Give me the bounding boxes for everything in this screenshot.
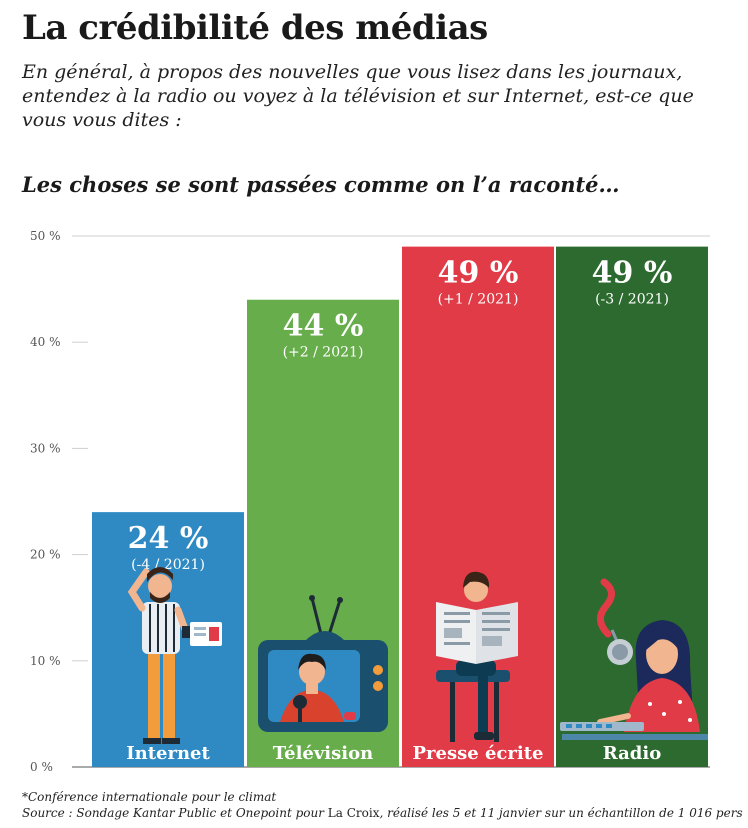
source-note: Source : Sondage Kantar Public et Onepoi… xyxy=(22,806,748,820)
radio-host-icon xyxy=(560,578,708,740)
bar-category-label: Presse écrite xyxy=(413,743,544,764)
y-tick-label: 20 % xyxy=(30,548,61,562)
bar-value-label: 49 % xyxy=(592,256,673,291)
bar-category-label: Internet xyxy=(126,743,210,764)
y-tick-label: 10 % xyxy=(30,654,61,668)
chart-subtitle: En général, à propos des nouvelles que v… xyxy=(22,61,694,131)
y-tick-label: 30 % xyxy=(30,441,61,455)
bar-change-label: (-4 / 2021) xyxy=(131,557,205,573)
newspaper-reader-icon xyxy=(436,571,518,742)
bar-value-label: 49 % xyxy=(438,256,519,291)
bar-change-label: (+2 / 2021) xyxy=(283,345,364,361)
y-tick-label: 40 % xyxy=(30,335,61,349)
chart-title: La crédibilité des médias xyxy=(22,8,488,48)
bar-change-label: (-3 / 2021) xyxy=(595,292,669,308)
man-with-phone-icon xyxy=(127,567,222,744)
source-outlet: La Croix xyxy=(327,806,380,820)
bar-value-label: 44 % xyxy=(283,309,364,344)
footnote: *Conférence internationale pour le clima… xyxy=(22,790,277,804)
survey-question: Les choses se sont passées comme on l’a … xyxy=(22,172,620,197)
source-prefix: Source : Sondage Kantar Public et Onepoi… xyxy=(22,806,328,820)
bar-category-label: Radio xyxy=(603,743,661,764)
tv-presenter-icon xyxy=(258,595,388,732)
y-tick-label: 50 % xyxy=(30,229,61,243)
bar-chart: 0 % 10 % 20 % 30 % 40 % 50 % 24 %(-4 / 2021) I… xyxy=(30,229,710,774)
bar-change-label: (+1 / 2021) xyxy=(438,292,519,308)
source-suffix: , réalisé les 5 et 11 janvier sur un éch… xyxy=(379,806,743,820)
bar-category-label: Télévision xyxy=(273,743,373,764)
bar-value-label: 24 % xyxy=(128,521,209,556)
y-tick-label: 0 % xyxy=(30,760,53,774)
